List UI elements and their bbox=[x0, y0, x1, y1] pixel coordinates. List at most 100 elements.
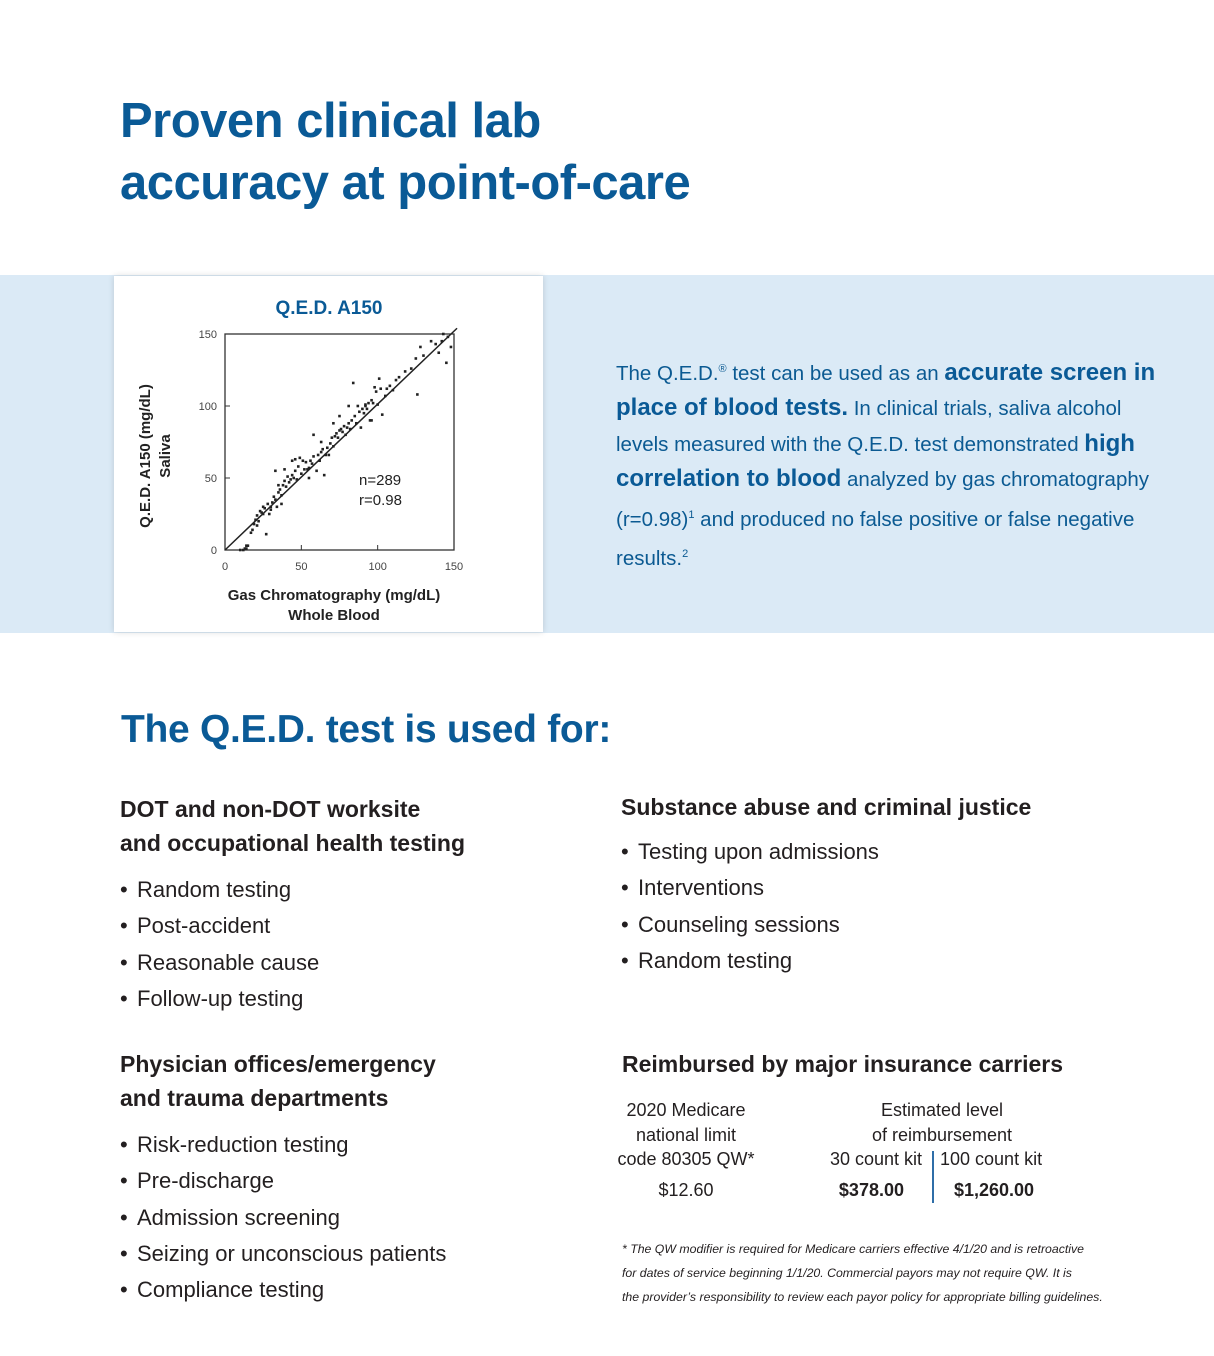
data-point bbox=[307, 466, 311, 470]
section-occupational: DOT and non-DOT worksite and occupational… bbox=[120, 792, 620, 1017]
medicare-value: $12.60 bbox=[658, 1179, 714, 1200]
fit-line bbox=[224, 327, 458, 551]
data-point bbox=[414, 357, 418, 360]
text: In clinical trials, saliva alcohol level… bbox=[616, 397, 1122, 456]
list-item: • Reasonable cause bbox=[120, 949, 320, 975]
data-point bbox=[419, 345, 422, 349]
data-point bbox=[252, 522, 256, 526]
section-physician: Physician offices/emergency and trauma de… bbox=[120, 1047, 620, 1308]
data-point bbox=[277, 483, 280, 487]
data-point bbox=[370, 419, 373, 422]
x-tick-label: 100 bbox=[368, 561, 386, 573]
data-point bbox=[290, 459, 294, 463]
data-point bbox=[434, 342, 437, 346]
data-point bbox=[306, 468, 309, 471]
data-point bbox=[341, 430, 344, 434]
data-point bbox=[347, 421, 350, 425]
y-tick-label: 100 bbox=[199, 401, 217, 413]
data-point bbox=[335, 432, 338, 435]
data-point bbox=[266, 502, 270, 506]
data-point bbox=[388, 384, 392, 388]
x-tick-label: 50 bbox=[295, 561, 307, 573]
data-point bbox=[312, 433, 315, 437]
data-point bbox=[280, 502, 283, 506]
data-point bbox=[365, 407, 369, 411]
data-point bbox=[429, 339, 433, 343]
annotation-r: r=0.98 bbox=[359, 492, 402, 509]
emphasis: high correlation to blood bbox=[616, 429, 1135, 493]
annotation-n: n=289 bbox=[359, 472, 401, 489]
data-point bbox=[238, 548, 242, 552]
data-point bbox=[332, 421, 335, 425]
data-point bbox=[269, 508, 273, 511]
data-point bbox=[290, 473, 294, 477]
data-point bbox=[292, 476, 295, 480]
x-axis-label-2: Whole Blood bbox=[288, 607, 380, 624]
data-point bbox=[374, 390, 378, 393]
data-point bbox=[351, 381, 355, 385]
kit-100-column: 100 count kit $1,260.00 bbox=[934, 1147, 1054, 1202]
data-point bbox=[364, 403, 367, 406]
title-line: Proven clinical lab bbox=[120, 94, 541, 148]
data-point bbox=[319, 450, 323, 454]
kit-100-value: $1,260.00 bbox=[953, 1179, 1035, 1200]
y-axis-label-2: Saliva bbox=[157, 434, 174, 478]
data-point bbox=[267, 512, 271, 516]
list-item: • Random testing bbox=[120, 877, 292, 902]
data-point bbox=[339, 427, 343, 431]
data-point bbox=[377, 377, 381, 380]
data-point bbox=[281, 483, 285, 487]
data-point bbox=[380, 413, 384, 416]
bullet-list: • Risk-reduction testing • Pre-discharge •… bbox=[120, 1127, 620, 1308]
data-point bbox=[397, 375, 401, 379]
bullet-list: • Random testing • Post-accident • Reasonab… bbox=[120, 872, 620, 1017]
data-point bbox=[287, 481, 291, 484]
data-point bbox=[318, 459, 321, 463]
data-point bbox=[319, 440, 323, 444]
data-point bbox=[310, 462, 314, 465]
data-point bbox=[258, 509, 262, 513]
list-item: • Risk-reduction testing bbox=[120, 1132, 349, 1157]
data-point bbox=[354, 421, 358, 425]
data-point bbox=[327, 453, 331, 457]
data-point bbox=[289, 478, 292, 481]
data-point bbox=[338, 414, 341, 418]
list-item: • Admission screening bbox=[120, 1204, 340, 1230]
data-point bbox=[371, 401, 375, 405]
data-point bbox=[315, 469, 318, 473]
data-point bbox=[283, 479, 286, 483]
data-point bbox=[356, 404, 360, 408]
section-heading: Substance abuse and criminal justice bbox=[621, 794, 1032, 820]
data-point bbox=[348, 427, 352, 431]
chart-title: Q.E.D. A150 bbox=[275, 298, 382, 319]
chart-card: Q.E.D. A150 0 50 100 150 0 50 100 150 n=289 r=0… bbox=[114, 276, 543, 632]
text: analyzed by gas chromatography (r=0.98) bbox=[616, 468, 1150, 531]
text: test can be used as an bbox=[726, 361, 945, 385]
registered-mark: ® bbox=[718, 363, 727, 375]
data-point bbox=[246, 544, 250, 547]
list-item: • Testing upon admissions bbox=[621, 839, 879, 864]
reimbursement-heading: Reimbursed by major insurance carriers bbox=[622, 1051, 1064, 1077]
data-point bbox=[324, 453, 328, 457]
title-line: accuracy at point-of-care bbox=[120, 156, 691, 210]
data-point bbox=[440, 339, 444, 343]
list-item: • Seizing or unconscious patients bbox=[120, 1240, 447, 1266]
emphasis: accurate screen in place of blood tests. bbox=[616, 358, 1156, 422]
data-point bbox=[275, 505, 279, 509]
data-point bbox=[255, 524, 259, 527]
data-point bbox=[445, 361, 448, 365]
data-point bbox=[245, 547, 248, 550]
data-point bbox=[293, 457, 297, 461]
column-divider bbox=[932, 1151, 934, 1203]
x-tick-label: 0 bbox=[222, 561, 228, 573]
data-point bbox=[373, 385, 376, 389]
data-point bbox=[442, 332, 445, 336]
data-point bbox=[263, 506, 266, 510]
data-point bbox=[286, 475, 289, 478]
data-point bbox=[301, 459, 305, 463]
y-tick-label: 0 bbox=[211, 545, 217, 557]
data-point bbox=[338, 429, 341, 432]
data-point bbox=[249, 531, 253, 535]
bullet-list: • Testing upon admissions • Interventions … bbox=[621, 834, 1121, 979]
plot-frame bbox=[224, 333, 455, 551]
